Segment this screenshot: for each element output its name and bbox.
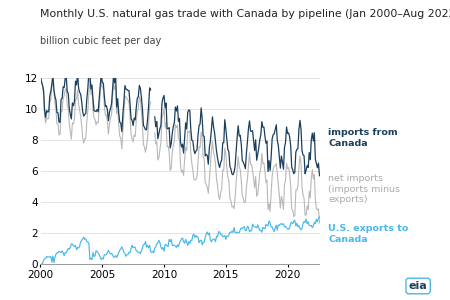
- Text: imports from
Canada: imports from Canada: [328, 128, 398, 148]
- Text: U.S. exports to
Canada: U.S. exports to Canada: [328, 224, 409, 244]
- Text: Monthly U.S. natural gas trade with Canada by pipeline (Jan 2000–Aug 2022): Monthly U.S. natural gas trade with Cana…: [40, 9, 450, 19]
- Text: eia: eia: [409, 281, 428, 291]
- Text: net imports
(imports minus
exports): net imports (imports minus exports): [328, 174, 400, 204]
- Text: billion cubic feet per day: billion cubic feet per day: [40, 36, 162, 46]
